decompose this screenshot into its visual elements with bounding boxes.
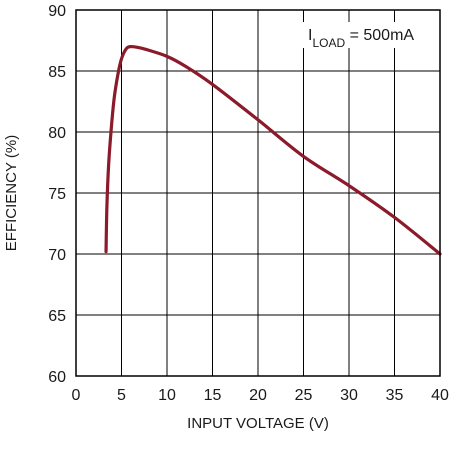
- x-tick-label: 5: [117, 387, 126, 404]
- load-annotation: ILOAD = 500mA: [308, 27, 414, 50]
- y-tick-label: 75: [48, 186, 66, 203]
- x-tick-label: 0: [72, 387, 81, 404]
- x-tick-label: 40: [431, 387, 449, 404]
- plot-frame: [75, 9, 441, 377]
- x-tick-label: 20: [249, 387, 267, 404]
- x-tick-label: 30: [340, 387, 358, 404]
- annotation-background: [302, 22, 434, 48]
- x-tick-label: 15: [204, 387, 222, 404]
- y-tick-label: 80: [48, 125, 66, 142]
- x-tick-labels: 0 5 10 15 20 25 30 35 40: [72, 387, 449, 404]
- y-tick-label: 90: [48, 3, 66, 20]
- y-tick-label: 65: [48, 308, 66, 325]
- annotation-rest: = 500mA: [345, 27, 414, 44]
- x-tick-label: 10: [158, 387, 176, 404]
- annotation-subscript: LOAD: [312, 36, 345, 50]
- y-tick-label: 60: [48, 369, 66, 386]
- annotation-base: I: [308, 27, 312, 44]
- y-tick-label: 70: [48, 247, 66, 264]
- y-tick-labels: 60 65 70 75 80 85 90: [48, 3, 66, 386]
- x-tick-label: 35: [386, 387, 404, 404]
- y-axis-label: EFFICIENCY (%): [3, 135, 20, 251]
- x-axis-label: INPUT VOLTAGE (V): [187, 415, 329, 432]
- series-group: [104, 44, 442, 256]
- efficiency-series-line: [104, 44, 442, 256]
- y-tick-label: 85: [48, 64, 66, 81]
- x-tick-label: 25: [295, 387, 313, 404]
- grid-lines: [75, 9, 441, 377]
